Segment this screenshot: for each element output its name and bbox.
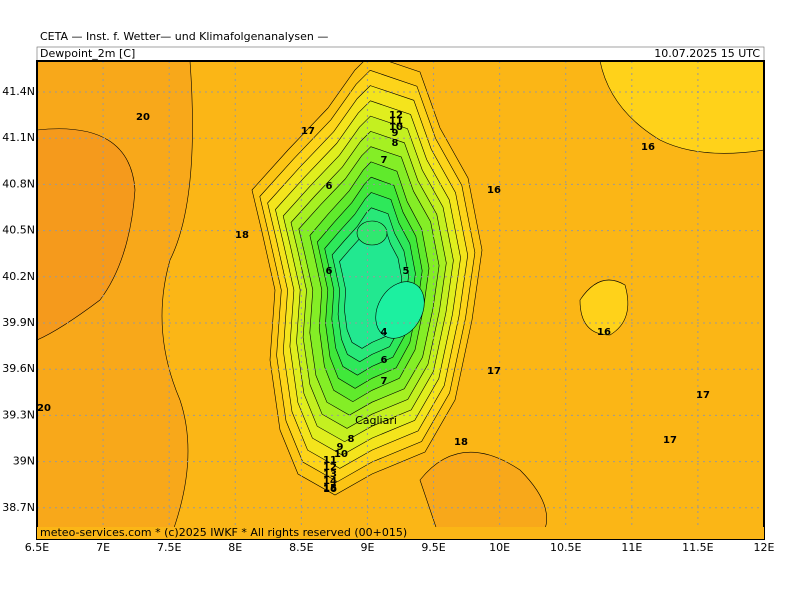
y-tick-label: 39.6N [2, 362, 35, 375]
contour-label: 16 [597, 327, 611, 338]
contour-label: 18 [235, 230, 249, 241]
variable-label: Dewpoint_2m [C] [40, 47, 135, 60]
contour-label: 7 [381, 155, 388, 166]
x-tick-label: 8E [228, 541, 242, 554]
y-tick-label: 40.5N [2, 224, 35, 237]
contour-label: 16 [487, 185, 501, 196]
contour-label: 8 [348, 434, 355, 445]
contour-label: 15 [323, 483, 337, 494]
contour-label: 11 [389, 116, 403, 127]
header-title: CETA — Inst. f. Wetter— und Klimafolgena… [40, 30, 328, 43]
x-tick-label: 12E [754, 541, 775, 554]
credit-bar [37, 527, 764, 539]
x-tick-label: 10.5E [550, 541, 581, 554]
y-tick-label: 40.8N [2, 177, 35, 190]
contour-label: 5 [403, 266, 410, 277]
contour-label: 6 [326, 181, 333, 192]
contour-label: 7 [381, 376, 388, 387]
x-tick-label: 11.5E [682, 541, 713, 554]
contour-label: 16 [641, 142, 655, 153]
contour-label: 16 [323, 484, 337, 495]
contour-label: 14 [323, 476, 337, 487]
dry-region [599, 61, 764, 154]
x-tick-label: 9E [360, 541, 374, 554]
contour-band [356, 220, 388, 246]
x-tick-label: 8.5E [289, 541, 313, 554]
contour-label: 12 [323, 462, 337, 473]
credit: meteo-services.com * (c)2025 IWKF * All … [40, 526, 407, 539]
contour-label: 12 [389, 110, 403, 121]
contour-label: 8 [392, 138, 399, 149]
valid-time: 10.07.2025 15 UTC [654, 47, 760, 60]
y-tick-label: 41.4N [2, 85, 35, 98]
contour-label: 13 [323, 469, 337, 480]
contour-label: 17 [696, 390, 710, 401]
contour-label: 18 [454, 437, 468, 448]
map-area [37, 61, 764, 539]
y-tick-label: 39.3N [2, 408, 35, 421]
contour-label: 20 [37, 403, 51, 414]
contour-label: 9 [337, 442, 344, 453]
contour-label: 17 [301, 126, 315, 137]
x-tick-label: 11E [621, 541, 642, 554]
x-tick-label: 7.5E [157, 541, 181, 554]
x-tick-label: 6.5E [25, 541, 49, 554]
y-tick-label: 39N [13, 455, 35, 468]
x-tick-label: 9.5E [421, 541, 445, 554]
y-tick-label: 38.7N [2, 501, 35, 514]
x-tick-label: 10E [489, 541, 510, 554]
contour-band [375, 281, 425, 339]
contour-label: 6 [326, 266, 333, 277]
dry-region [579, 279, 629, 336]
y-tick-label: 40.2N [2, 270, 35, 283]
warm-region [37, 128, 136, 341]
contour-label: 17 [487, 366, 501, 377]
contour-label: 10 [334, 449, 348, 460]
contour-label: 11 [323, 455, 337, 466]
contour-label: 10 [389, 122, 403, 133]
place-label: Cagliari [355, 414, 397, 427]
contour-label: 17 [663, 435, 677, 446]
contour-label: 4 [381, 327, 388, 338]
contour-label: 6 [381, 355, 388, 366]
y-tick-label: 39.9N [2, 316, 35, 329]
x-tick-label: 7E [96, 541, 110, 554]
y-tick-label: 41.1N [2, 131, 35, 144]
contour-label: 20 [136, 112, 150, 123]
contour-label: 9 [392, 128, 399, 139]
